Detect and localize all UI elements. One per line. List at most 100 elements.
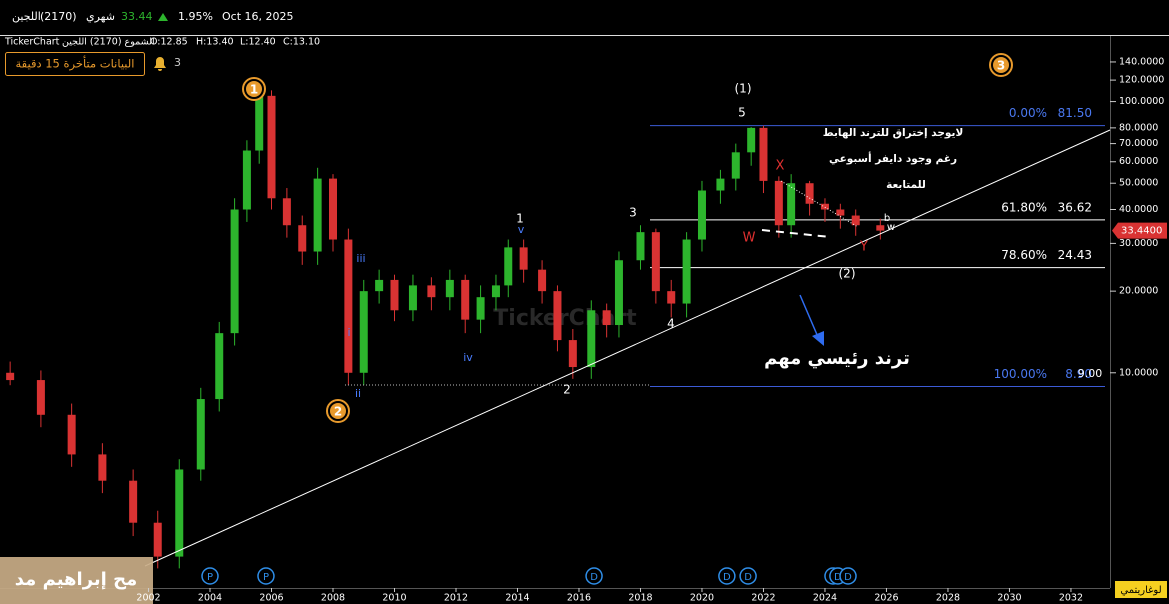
x-tick-label: 2008	[321, 593, 345, 604]
ohlc-low: L:12.40	[240, 37, 276, 48]
fib-ratio: 61.80%	[1001, 200, 1047, 214]
y-tick-label: 50.0000	[1119, 178, 1158, 189]
x-tick-label: 2012	[444, 593, 468, 604]
annotation: ii	[355, 387, 361, 400]
event-label: D	[590, 572, 598, 583]
y-tick-label: 20.0000	[1119, 286, 1158, 297]
candle-body	[851, 215, 860, 226]
stock-code: (2170)	[40, 10, 77, 23]
arrow-shaft	[799, 294, 819, 338]
scale-button[interactable]	[1115, 581, 1167, 598]
candle-body	[255, 95, 264, 151]
candle-body	[359, 291, 368, 373]
wave-circle-fill	[246, 81, 262, 97]
candle-body	[267, 95, 276, 199]
x-tick-label: 2028	[936, 593, 960, 604]
wave-circle-fill	[993, 57, 1009, 73]
author: مح إبراهيم مد	[15, 569, 137, 590]
x-tick-label: 2004	[198, 593, 222, 604]
candle-body	[230, 209, 239, 334]
candle-body	[805, 183, 814, 204]
event-label: D	[744, 572, 752, 583]
ohlc-close: C:13.10	[283, 37, 320, 48]
annotation: لايوجد إختراق للترند الهابط	[823, 127, 964, 139]
x-tick-label: 2020	[690, 593, 714, 604]
candle-body	[731, 152, 740, 179]
notice-box[interactable]	[5, 52, 145, 76]
event-marker	[585, 567, 603, 585]
annotation: W	[743, 231, 756, 246]
annotation: 3	[629, 206, 637, 220]
y-tick-label: 80.0000	[1119, 122, 1158, 133]
candle-body	[836, 209, 845, 216]
fib-price: 36.62	[1058, 200, 1092, 214]
candle-body	[774, 180, 783, 226]
annotation: w	[887, 222, 895, 233]
brand: TickerChart	[4, 37, 60, 48]
x-tick-label: 2026	[874, 593, 898, 604]
last-price-label: 33.4400	[1121, 226, 1162, 237]
author-box	[0, 557, 153, 604]
arrow-head	[812, 331, 824, 346]
candle-body	[491, 285, 500, 298]
event-marker	[201, 567, 219, 585]
candle-body	[427, 285, 436, 298]
series-name: الشموع (2170) اللجين	[62, 37, 155, 48]
candle-body	[614, 260, 623, 326]
candle-body	[476, 297, 485, 320]
candle-body	[129, 480, 138, 523]
candle-body	[519, 247, 528, 270]
event-label: D	[834, 572, 842, 583]
x-tick-label: 2006	[259, 593, 283, 604]
bell-icon[interactable]	[154, 57, 166, 71]
candle-body	[196, 399, 205, 470]
stock-name: اللجين	[12, 10, 41, 23]
annotation: للمتابعة	[886, 179, 926, 191]
candle-body	[787, 183, 796, 226]
x-tick-label: 2022	[751, 593, 775, 604]
change: 1.95%	[178, 10, 213, 23]
candle-body	[215, 333, 224, 400]
event-label: P	[207, 572, 213, 583]
x-tick-label: 2030	[997, 593, 1021, 604]
x-tick-label: 2002	[136, 593, 160, 604]
scale-button-label: لوغاريتمي	[1120, 585, 1161, 596]
event-marker	[739, 567, 757, 585]
wave-circle-label: 2	[334, 405, 342, 419]
candle-body	[6, 372, 15, 381]
candle-body	[153, 522, 162, 557]
candle-body	[697, 190, 706, 240]
event-marker	[718, 567, 736, 585]
x-tick-label: 2010	[382, 593, 406, 604]
annotation: 1	[516, 212, 524, 226]
x-tick-label: 2016	[567, 593, 591, 604]
annotation: X	[776, 159, 785, 174]
x-tick-label: 2032	[1059, 593, 1083, 604]
candle-body	[390, 279, 399, 311]
date: Oct 16, 2025	[222, 10, 294, 23]
price: 33.44	[121, 10, 153, 23]
fib-price: 8.90	[1065, 367, 1092, 381]
y-tick-label: 120.0000	[1119, 75, 1164, 86]
candle-body	[98, 454, 107, 481]
annotation: v	[518, 223, 525, 236]
candle-body	[587, 310, 596, 368]
annotation: iii	[356, 252, 365, 265]
candle-body	[36, 380, 45, 415]
y-tick-label: 100.0000	[1119, 96, 1164, 107]
wy-line	[761, 229, 831, 238]
info-bar: TickerChart الشموع (2170) اللجين O:12.85…	[4, 37, 320, 48]
y-tick-label: 10.0000	[1119, 367, 1158, 378]
trend-line	[144, 129, 1111, 567]
fib-ratio: 100.00%	[994, 367, 1047, 381]
event-label: P	[263, 572, 269, 583]
last-price-tag	[1112, 222, 1167, 239]
annotation: Y	[859, 240, 868, 255]
ohlc-open: O:12.85	[150, 37, 188, 48]
candle-body	[682, 239, 691, 304]
notice-text: البيانات متأخرة 15 دقيقة	[16, 56, 135, 72]
